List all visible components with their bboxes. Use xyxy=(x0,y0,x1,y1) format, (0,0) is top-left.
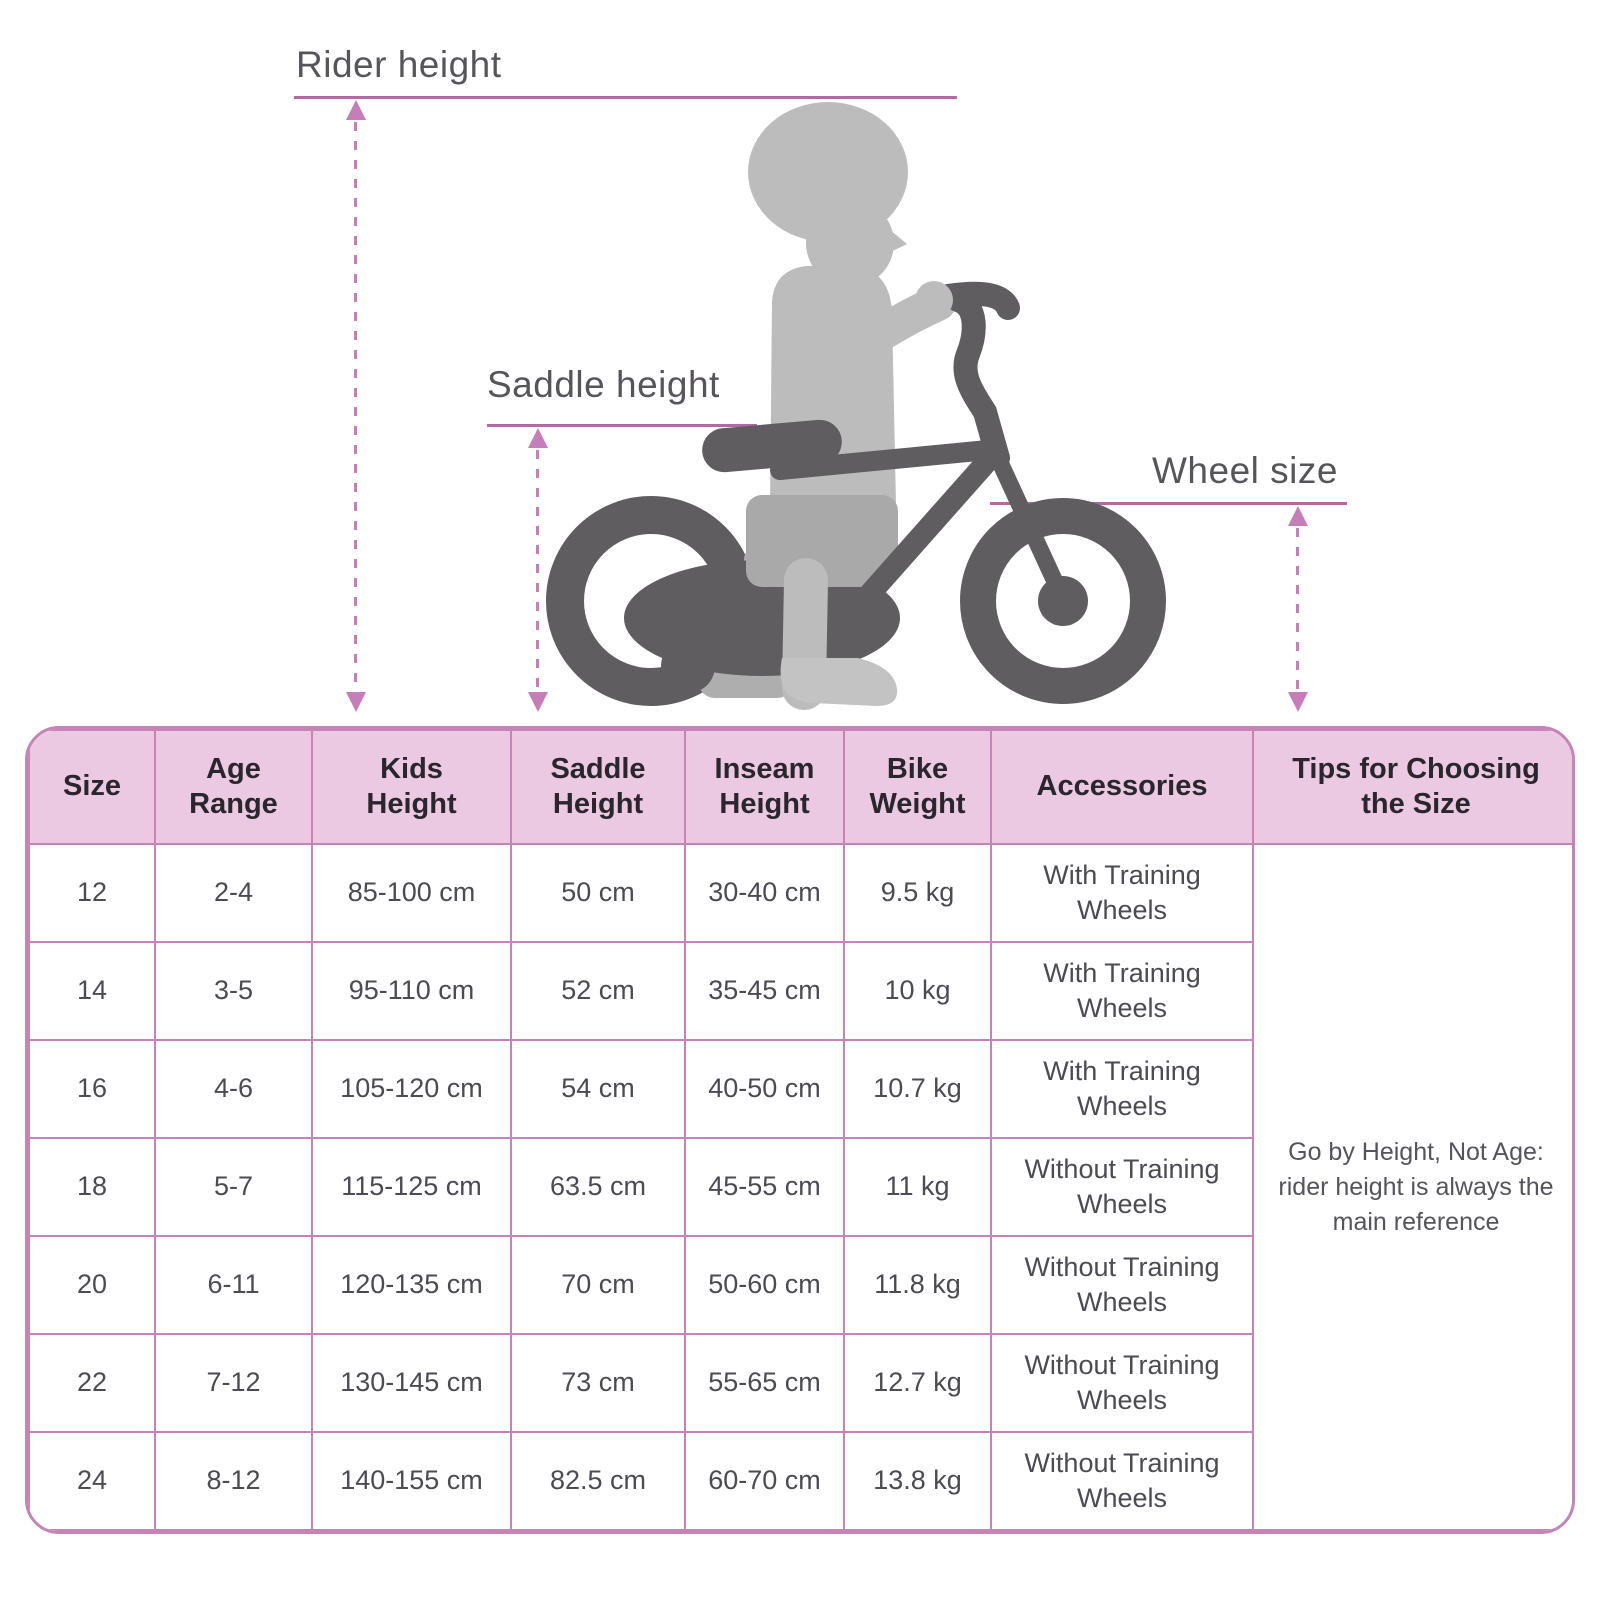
table-row: 12 2-4 85-100 cm 50 cm 30-40 cm 9.5 kg W… xyxy=(28,843,1572,1531)
cell-bike-weight: 12.7 kg xyxy=(843,1333,992,1433)
cell-size: 14 xyxy=(28,941,156,1041)
child-shorts xyxy=(746,495,898,587)
header-kids-height: Kids Height xyxy=(311,729,512,845)
cell-accessories: With Training Wheels xyxy=(990,1039,1254,1139)
cell-age-range: 8-12 xyxy=(154,1431,313,1531)
cell-accessories: Without Training Wheels xyxy=(990,1333,1254,1433)
cell-kids-height: 105-120 cm xyxy=(311,1039,512,1139)
child-near-shoe xyxy=(780,658,898,706)
crank xyxy=(661,639,715,693)
cell-inseam-height: 30-40 cm xyxy=(684,843,845,943)
header-size: Size xyxy=(28,729,156,845)
cell-bike-weight: 9.5 kg xyxy=(843,843,992,943)
cell-inseam-height: 40-50 cm xyxy=(684,1039,845,1139)
top-tube xyxy=(770,440,998,480)
cell-accessories: With Training Wheels xyxy=(990,843,1254,943)
front-fork xyxy=(989,449,1072,608)
wheel-size-dashed-arrow xyxy=(1288,506,1308,712)
wheel-size-label: Wheel size xyxy=(1152,450,1338,491)
cell-kids-height: 85-100 cm xyxy=(311,843,512,943)
cell-kids-height: 140-155 cm xyxy=(311,1431,512,1531)
cell-size: 24 xyxy=(28,1431,156,1531)
cell-bike-weight: 11 kg xyxy=(843,1137,992,1237)
cell-bike-weight: 10 kg xyxy=(843,941,992,1041)
rider-height-label: Rider height xyxy=(296,44,502,85)
header-inseam-height: Inseam Height xyxy=(684,729,845,845)
cell-bike-weight: 13.8 kg xyxy=(843,1431,992,1531)
child-with-bike-illustration xyxy=(546,102,1166,710)
header-bike-weight: Bike Weight xyxy=(843,729,992,845)
cell-inseam-height: 60-70 cm xyxy=(684,1431,845,1531)
saddle-height-line xyxy=(487,424,757,427)
arrow-down-icon xyxy=(528,692,548,712)
cell-inseam-height: 50-60 cm xyxy=(684,1235,845,1335)
arrow-down-icon xyxy=(346,692,366,712)
cell-age-range: 5-7 xyxy=(154,1137,313,1237)
table-row: 16 4-6 105-120 cm 54 cm 40-50 cm 10.7 kg… xyxy=(28,1039,1572,1139)
arrow-up-icon xyxy=(346,100,366,120)
cell-saddle-height: 82.5 cm xyxy=(510,1431,686,1531)
cell-size: 18 xyxy=(28,1137,156,1237)
child-hand xyxy=(915,281,953,319)
handlebar-stem xyxy=(946,288,1010,470)
saddle-height-label: Saddle height xyxy=(487,364,720,405)
cell-accessories: Without Training Wheels xyxy=(990,1235,1254,1335)
cell-size: 12 xyxy=(28,843,156,943)
cell-saddle-height: 54 cm xyxy=(510,1039,686,1139)
cell-accessories: With Training Wheels xyxy=(990,941,1254,1041)
cell-kids-height: 115-125 cm xyxy=(311,1137,512,1237)
cell-saddle-height: 70 cm xyxy=(510,1235,686,1335)
header-accessories: Accessories xyxy=(990,729,1254,845)
cell-age-range: 2-4 xyxy=(154,843,313,943)
rider-height-line xyxy=(294,96,957,99)
cell-age-range: 4-6 xyxy=(154,1039,313,1139)
front-wheel xyxy=(960,498,1166,704)
cell-inseam-height: 55-65 cm xyxy=(684,1333,845,1433)
table-header-row: Size Age Range Kids Height Saddle Height… xyxy=(28,729,1572,845)
cell-bike-weight: 10.7 kg xyxy=(843,1039,992,1139)
tips-merged-cell: Go by Height, Not Age: rider height is a… xyxy=(1252,843,1572,1531)
cell-saddle-height: 73 cm xyxy=(510,1333,686,1433)
cell-inseam-height: 35-45 cm xyxy=(684,941,845,1041)
arrow-up-icon xyxy=(528,428,548,448)
cell-kids-height: 95-110 cm xyxy=(311,941,512,1041)
rider-height-dashed-arrow xyxy=(346,100,366,712)
table-row: 14 3-5 95-110 cm 52 cm 35-45 cm 10 kg Wi… xyxy=(28,941,1572,1041)
down-tube xyxy=(841,445,1003,625)
table-row: 24 8-12 140-155 cm 82.5 cm 60-70 cm 13.8… xyxy=(28,1431,1572,1531)
cell-kids-height: 130-145 cm xyxy=(311,1333,512,1433)
table-row: 22 7-12 130-145 cm 73 cm 55-65 cm 12.7 k… xyxy=(28,1333,1572,1433)
child-head xyxy=(806,199,894,287)
measurement-diagram: Rider height Saddle height Wheel size xyxy=(0,0,1600,726)
cell-age-range: 6-11 xyxy=(154,1235,313,1335)
cell-accessories: Without Training Wheels xyxy=(990,1431,1254,1531)
table-row: 20 6-11 120-135 cm 70 cm 50-60 cm 11.8 k… xyxy=(28,1235,1572,1335)
cell-kids-height: 120-135 cm xyxy=(311,1235,512,1335)
child-face xyxy=(874,220,907,260)
header-age-range: Age Range xyxy=(154,729,313,845)
cell-size: 22 xyxy=(28,1333,156,1433)
cell-inseam-height: 45-55 cm xyxy=(684,1137,845,1237)
wheel-size-line xyxy=(990,502,1347,505)
size-table: Size Age Range Kids Height Saddle Height… xyxy=(25,726,1575,1534)
front-hub xyxy=(1038,576,1088,626)
header-saddle-height: Saddle Height xyxy=(510,729,686,845)
cell-accessories: Without Training Wheels xyxy=(990,1137,1254,1237)
cell-saddle-height: 50 cm xyxy=(510,843,686,943)
cell-size: 16 xyxy=(28,1039,156,1139)
arrow-up-icon xyxy=(1288,506,1308,526)
arrow-down-icon xyxy=(1288,692,1308,712)
cell-saddle-height: 52 cm xyxy=(510,941,686,1041)
cell-saddle-height: 63.5 cm xyxy=(510,1137,686,1237)
cell-bike-weight: 11.8 kg xyxy=(843,1235,992,1335)
header-tips: Tips for Choosing the Size xyxy=(1252,729,1572,845)
cell-age-range: 7-12 xyxy=(154,1333,313,1433)
saddle xyxy=(702,419,842,473)
table-row: 18 5-7 115-125 cm 63.5 cm 45-55 cm 11 kg… xyxy=(28,1137,1572,1237)
cell-size: 20 xyxy=(28,1235,156,1335)
cell-age-range: 3-5 xyxy=(154,941,313,1041)
saddle-height-dashed-arrow xyxy=(528,428,548,712)
